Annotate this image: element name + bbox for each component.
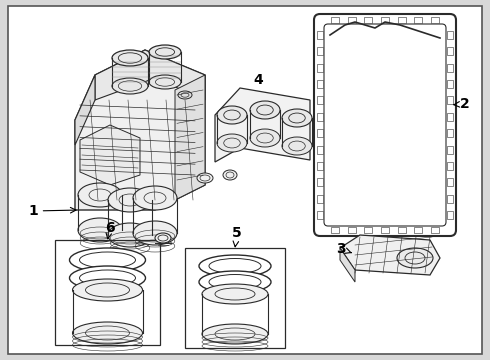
Bar — [415, 227, 422, 233]
Text: 4: 4 — [253, 73, 263, 87]
Text: 1: 1 — [28, 204, 76, 218]
Ellipse shape — [149, 75, 181, 89]
Ellipse shape — [397, 248, 433, 268]
Bar — [447, 64, 453, 72]
Polygon shape — [75, 75, 95, 145]
Bar — [317, 145, 323, 154]
Ellipse shape — [108, 188, 152, 212]
Bar — [415, 17, 422, 23]
Bar — [447, 113, 453, 121]
Bar — [447, 195, 453, 203]
Ellipse shape — [108, 223, 152, 247]
Ellipse shape — [155, 233, 171, 243]
Bar — [317, 31, 323, 39]
Bar — [381, 227, 389, 233]
Text: 6: 6 — [105, 221, 115, 239]
Bar — [317, 178, 323, 186]
Bar — [447, 145, 453, 154]
Bar — [317, 211, 323, 219]
Ellipse shape — [250, 101, 280, 119]
Bar — [447, 178, 453, 186]
Ellipse shape — [217, 134, 247, 152]
Bar — [447, 211, 453, 219]
Ellipse shape — [197, 173, 213, 183]
Bar — [447, 96, 453, 104]
Bar — [398, 17, 406, 23]
Text: 3: 3 — [336, 242, 351, 256]
Bar — [317, 48, 323, 55]
Bar — [317, 64, 323, 72]
Ellipse shape — [202, 284, 268, 304]
Bar — [381, 17, 389, 23]
Ellipse shape — [250, 129, 280, 147]
Text: 2: 2 — [454, 97, 470, 111]
Ellipse shape — [223, 170, 237, 180]
Ellipse shape — [199, 255, 271, 277]
Ellipse shape — [133, 221, 177, 245]
Ellipse shape — [73, 322, 143, 344]
Bar — [431, 227, 439, 233]
Bar — [55, 240, 160, 345]
Ellipse shape — [282, 137, 312, 155]
Bar — [365, 17, 372, 23]
Ellipse shape — [78, 218, 122, 242]
Polygon shape — [340, 235, 440, 275]
Bar — [317, 195, 323, 203]
Ellipse shape — [70, 248, 146, 272]
Bar — [317, 129, 323, 137]
Bar — [317, 80, 323, 88]
Ellipse shape — [149, 45, 181, 59]
Bar — [447, 162, 453, 170]
Ellipse shape — [70, 266, 146, 290]
Bar — [447, 31, 453, 39]
Ellipse shape — [133, 186, 177, 210]
Polygon shape — [80, 125, 140, 185]
Bar — [185, 248, 285, 348]
Bar — [348, 227, 356, 233]
Ellipse shape — [217, 106, 247, 124]
Bar — [431, 17, 439, 23]
Polygon shape — [75, 50, 205, 210]
Bar — [447, 48, 453, 55]
Bar — [331, 227, 339, 233]
Bar — [331, 17, 339, 23]
Bar — [348, 17, 356, 23]
Bar — [317, 162, 323, 170]
Ellipse shape — [112, 50, 148, 66]
Ellipse shape — [78, 183, 122, 207]
Bar — [447, 80, 453, 88]
Bar — [447, 129, 453, 137]
Polygon shape — [95, 50, 205, 100]
Ellipse shape — [112, 78, 148, 94]
Ellipse shape — [73, 279, 143, 301]
Ellipse shape — [202, 324, 268, 344]
Polygon shape — [340, 248, 355, 282]
Ellipse shape — [282, 109, 312, 127]
Bar — [317, 113, 323, 121]
Polygon shape — [215, 88, 310, 162]
Bar — [398, 227, 406, 233]
Ellipse shape — [199, 271, 271, 293]
Polygon shape — [175, 75, 205, 200]
Text: 5: 5 — [232, 226, 242, 247]
Bar — [365, 227, 372, 233]
Bar — [317, 96, 323, 104]
